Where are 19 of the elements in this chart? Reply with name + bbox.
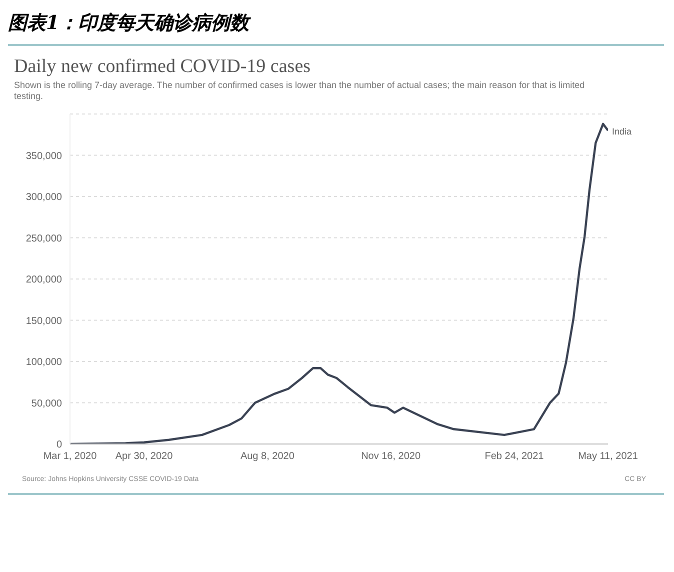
x-tick-label: May 11, 2021 xyxy=(578,451,638,462)
y-tick-label: 350,000 xyxy=(26,150,62,162)
chart-title: 图表1：印度每天确诊病例数 xyxy=(8,11,252,36)
y-tick-label: 150,000 xyxy=(26,316,62,327)
series-label: India xyxy=(612,126,632,136)
y-tick-label: 100,000 xyxy=(26,357,62,368)
x-tick-label: Feb 24, 2021 xyxy=(484,451,544,462)
x-tick-label: Aug 8, 2020 xyxy=(240,451,295,462)
y-tick-label: 250,000 xyxy=(26,233,62,244)
line-series xyxy=(70,122,608,444)
x-tick-label: Apr 30, 2020 xyxy=(115,451,174,462)
y-tick-label: 200,000 xyxy=(26,274,62,286)
x-tick-label: Nov 16, 2020 xyxy=(361,451,421,462)
y-tick-label: 0 xyxy=(56,440,62,451)
y-tick-label: 50,000 xyxy=(31,398,62,410)
y-tick-label: 300,000 xyxy=(26,192,62,204)
x-tick-label: Mar 1, 2020 xyxy=(43,451,98,462)
text: Shown is the rolling 7-day average. The number of confirmed cases is lower than the number of actual cases; the main reason for that is limited testing. xyxy=(14,80,586,102)
chart-subtitle: Daily new confirmed COVID-19 cases xyxy=(14,56,312,78)
